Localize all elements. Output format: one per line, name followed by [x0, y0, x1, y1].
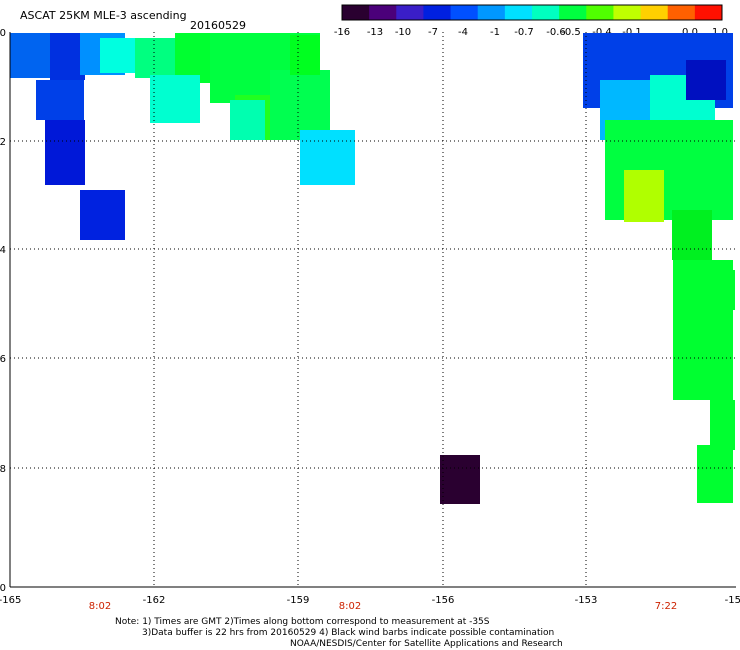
wind-cell — [697, 445, 733, 503]
map-title: ASCAT 25KM MLE-3 ascending — [20, 9, 187, 22]
wind-cell — [36, 80, 84, 120]
x-tick-label: -150 — [725, 595, 740, 606]
colorbar-segment — [396, 5, 424, 20]
colorbar-segment — [694, 5, 723, 20]
colorbar-segment — [342, 5, 370, 20]
swath-east — [583, 33, 735, 503]
wind-cell — [10, 33, 50, 78]
colorbar-segment — [423, 5, 452, 20]
isolated-cell — [440, 455, 480, 504]
x-tick-label: -156 — [432, 595, 455, 606]
colorbar-segment — [667, 5, 696, 20]
wind-cell — [270, 70, 330, 140]
colorbar-label: -0.1 — [622, 27, 642, 38]
colorbar-segment — [504, 5, 533, 20]
time-labels: 8:02 8:02 7:22 — [89, 601, 677, 612]
colorbar-label: -13 — [367, 27, 383, 38]
y-tick-label: -36 — [0, 354, 6, 365]
colorbar-segment — [532, 5, 560, 20]
axes — [9, 32, 736, 588]
wind-swaths — [10, 33, 735, 504]
wind-cell — [672, 210, 712, 260]
colorbar-label: -16 — [334, 27, 350, 38]
note-line-3: NOAA/NESDIS/Center for Satellite Applica… — [290, 639, 563, 649]
wind-cell — [440, 455, 480, 504]
y-axis-labels: -30 -32 -34 -36 -38 -40 — [0, 28, 6, 594]
time-label: 8:02 — [89, 601, 111, 612]
x-tick-label: -165 — [0, 595, 21, 606]
colorbar-label: -0.6 — [546, 27, 566, 38]
colorbar-label: -10 — [395, 27, 411, 38]
wind-cell — [710, 400, 735, 450]
colorbar-label: -0.4 — [592, 27, 612, 38]
time-label: 8:02 — [339, 601, 361, 612]
wind-cell — [686, 60, 726, 100]
colorbar-segment — [640, 5, 669, 20]
colorbar-label: -4 — [458, 27, 468, 38]
colorbar-segment — [477, 5, 506, 20]
y-tick-label: -40 — [0, 583, 6, 594]
colorbar — [341, 4, 723, 21]
colorbar-segment — [586, 5, 614, 20]
wind-cell — [45, 120, 85, 185]
colorbar-segment — [559, 5, 587, 20]
wind-cell — [100, 38, 135, 73]
colorbar-label: 0.0 — [682, 27, 698, 38]
time-label: 7:22 — [655, 601, 677, 612]
colorbar-segment — [450, 5, 479, 20]
wind-cell — [300, 130, 355, 185]
colorbar-frame — [341, 4, 723, 21]
colorbar-label: -0.7 — [514, 27, 534, 38]
wind-cell — [290, 35, 320, 75]
colorbar-labels: -16 -13 -10 -7 -4 -1 -0.7 -0.6-0.5 -0.4 -0.1 0.0 1.… — [334, 27, 728, 38]
y-tick-label: -30 — [0, 28, 6, 39]
x-axis-labels: -165 -162 -159 -156 -153 -150 — [0, 595, 740, 606]
x-tick-label: -153 — [575, 595, 598, 606]
y-tick-label: -32 — [0, 137, 6, 148]
colorbar-segment — [369, 5, 397, 20]
map-date: 20160529 — [190, 19, 246, 32]
colorbar-label: -0.5 — [561, 27, 581, 38]
wind-cell — [80, 190, 125, 240]
y-tick-label: -38 — [0, 464, 6, 475]
wind-cell — [624, 170, 664, 222]
wind-cell — [50, 33, 85, 80]
x-tick-label: -159 — [287, 595, 310, 606]
lat-lon-grid — [10, 32, 736, 587]
y-tick-label: -34 — [0, 245, 6, 256]
wind-cell — [705, 270, 735, 310]
colorbar-label: -7 — [428, 27, 438, 38]
colorbar-segment — [613, 5, 642, 20]
swath-west — [10, 33, 185, 240]
wind-cell — [150, 75, 200, 123]
colorbar-label: 1.0 — [712, 27, 728, 38]
note-line-1: Note: 1) Times are GMT 2)Times along bot… — [115, 617, 490, 627]
colorbar-label: -1 — [490, 27, 500, 38]
x-tick-label: -162 — [143, 595, 166, 606]
swath-middle — [150, 33, 355, 185]
note-line-2: 3)Data buffer is 22 hrs from 20160529 4)… — [142, 628, 555, 638]
wind-cell — [230, 100, 265, 140]
